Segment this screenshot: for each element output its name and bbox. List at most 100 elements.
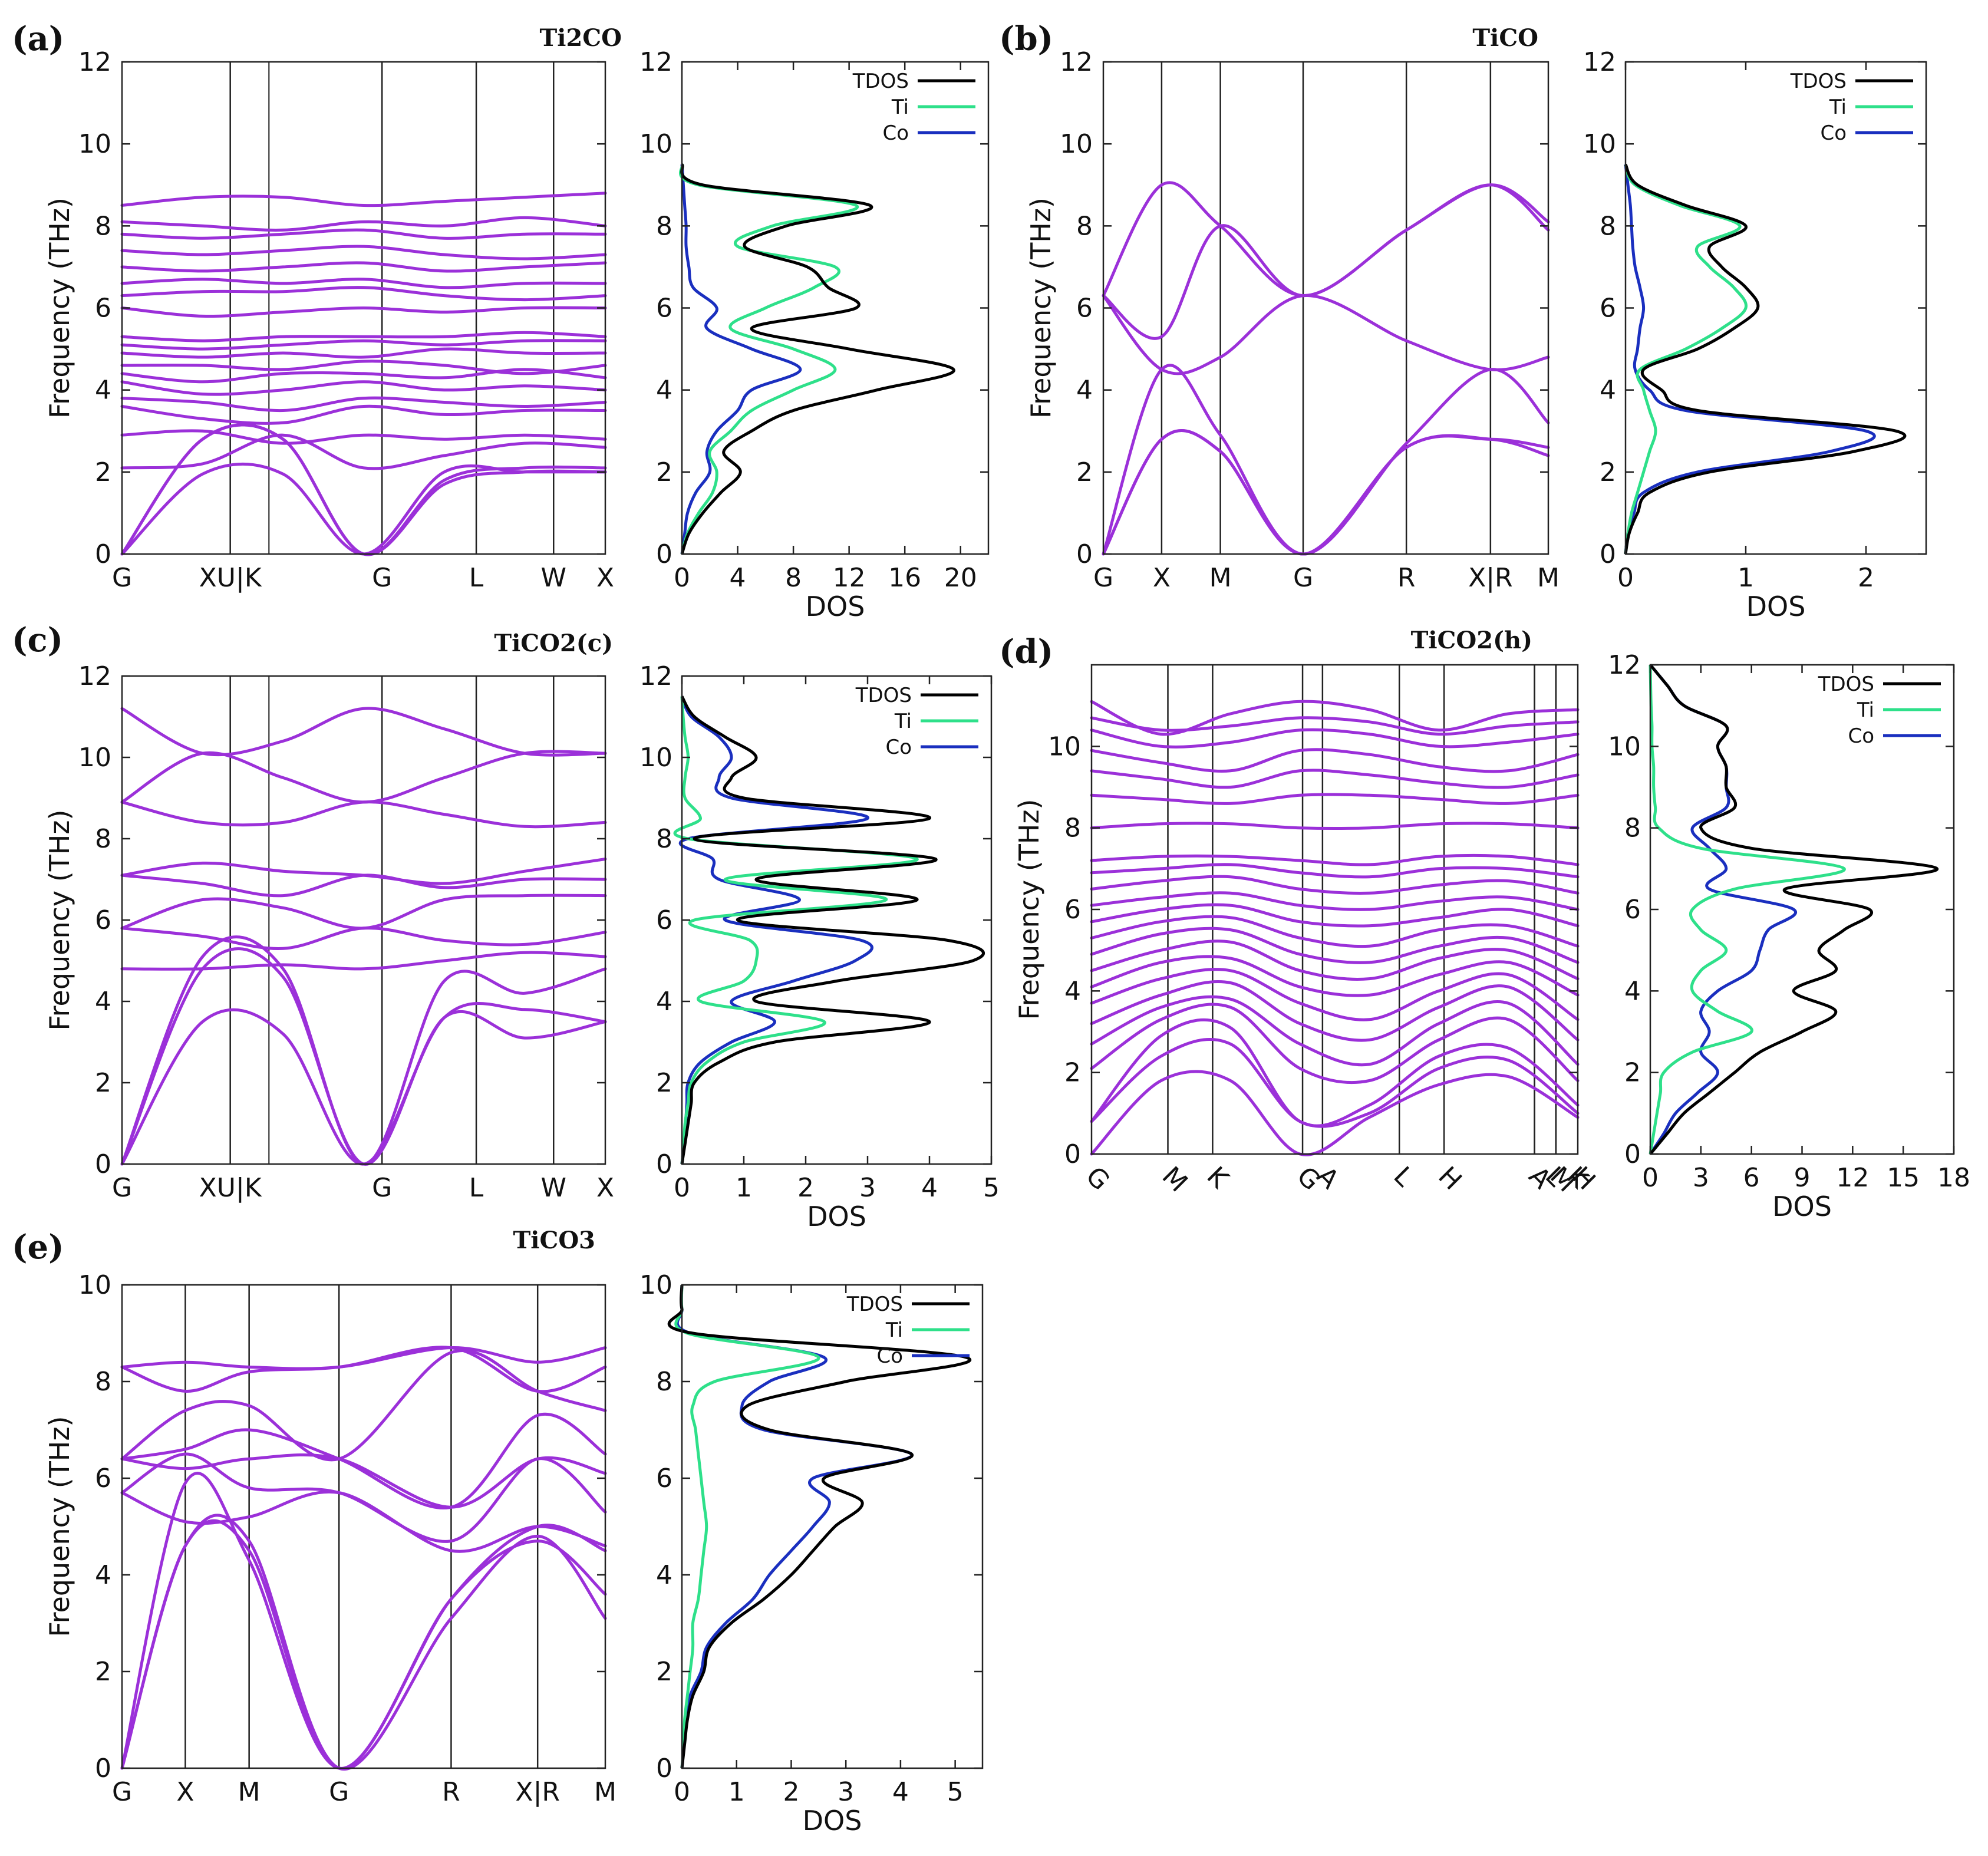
y-tick-label: 8 [656,1367,672,1397]
y-tick-label: 8 [1076,211,1093,241]
phonon-band [120,192,607,207]
x-tick-label: 3 [1693,1163,1709,1193]
phonon-band [120,1472,607,1770]
phonon-band [120,873,607,898]
phonon-band [120,935,607,1166]
y-axis-title: Frequency (THz) [44,1416,75,1637]
phonon-band [1102,429,1550,556]
kpoint-label: W [541,1173,567,1203]
phonon-band [1090,700,1580,736]
y-tick-label: 6 [1600,294,1616,324]
y-tick-label: 10 [1608,731,1641,761]
x-tick-label: 3 [838,1777,854,1807]
legend-label-co: Co [882,121,909,145]
y-tick-label: 10 [78,1270,111,1300]
y-tick-label: 8 [1064,813,1081,843]
y-tick-label: 2 [1064,1058,1081,1088]
x-tick-label: 6 [1743,1163,1760,1193]
kpoint-label: G [112,1777,132,1807]
dos-frame [681,1284,984,1769]
x-tick-label: 9 [1794,1163,1811,1193]
x-tick-label: 1 [736,1173,752,1203]
y-tick-label: 2 [1624,1058,1641,1088]
y-tick-label: 2 [1076,457,1093,487]
x-tick-label: 0 [674,1173,690,1203]
y-tick-label: 0 [1064,1139,1081,1169]
dispersion-plot: 0 2 4 6 8 10 12 Frequency (THz) G XU|K G L W X [44,47,614,593]
kpoint-label: X [596,1173,614,1203]
x-tick-label: 2 [1858,563,1874,593]
x-tick-label: 0 [1642,1163,1659,1193]
phonon-band [1090,1018,1580,1128]
dispersion-frame [121,1284,606,1769]
phonon-band [1090,716,1580,736]
y-tick-label: 8 [1624,813,1641,843]
phonon-band [1090,891,1580,911]
x-axis-title: DOS [1746,591,1806,622]
kpoint-label: X [1153,563,1171,593]
x-tick-label: 4 [730,563,746,593]
material-title: TiCO3 [513,1227,595,1254]
y-tick-label: 12 [78,47,111,77]
phonon-band [1090,955,1580,997]
y-tick-label: 12 [78,661,111,691]
x-tick-label: 16 [888,563,921,593]
y-axis-title: Frequency (THz) [1025,197,1057,418]
y-tick-label: 12 [639,47,672,77]
phonon-band [1102,294,1550,375]
material-title: TiCO2(h) [1411,627,1532,654]
phonon-band [120,339,607,351]
phonon-band [120,462,607,556]
x-tick-label: 5 [947,1777,964,1807]
x-axis-title: DOS [806,591,865,622]
dos-curve-co [1624,164,1876,555]
dos-curve-ti [1649,664,1846,1155]
kpoint-label: X [596,563,614,593]
y-tick-label: 8 [656,211,672,241]
legend-label-tdos: TDOS [852,70,909,93]
phonon-band [120,947,607,1166]
legend-label-co: Co [1848,724,1874,748]
phonon-band [120,368,607,384]
dos-curve-ti [1624,163,1748,555]
dispersion-frame [121,675,606,1165]
x-tick-label: 3 [859,1173,876,1203]
dos-curve-tdos [667,1284,972,1769]
kpoint-label: X|R [515,1777,560,1807]
dos-curve-tdos [1624,163,1907,555]
x-tick-label: 0 [674,563,690,593]
material-title: Ti2CO [540,24,622,52]
y-tick-label: 0 [656,1149,672,1179]
y-tick-label: 8 [656,824,672,854]
dos-frame [681,61,990,555]
material-title: TiCO2(c) [494,629,613,657]
phonon-band [120,750,607,804]
dos-frame [1649,664,1955,1155]
phonon-band [120,800,607,829]
phonon-band [120,894,607,930]
phonon-band [120,347,607,359]
x-tick-label: 1 [728,1777,745,1807]
phonon-band [1090,793,1580,805]
phonon-band [120,396,607,413]
y-tick-label: 2 [1600,457,1616,487]
phonon-band [120,423,607,556]
x-tick-label: 5 [983,1173,1000,1203]
kpoint-label: M [1156,1161,1194,1198]
panel-label: (c) [12,621,63,660]
y-tick-label: 4 [95,987,111,1017]
panel-label: (a) [12,19,64,58]
phonon-band [120,927,607,950]
legend-label-co: Co [876,1344,903,1368]
y-tick-label: 2 [656,1657,672,1687]
x-axis-title: DOS [803,1805,862,1837]
y-tick-label: 12 [1583,47,1616,77]
phonon-band [120,286,607,302]
y-tick-label: 4 [1076,375,1093,406]
kpoint-label: G [329,1777,349,1807]
y-tick-label: 4 [95,375,111,406]
